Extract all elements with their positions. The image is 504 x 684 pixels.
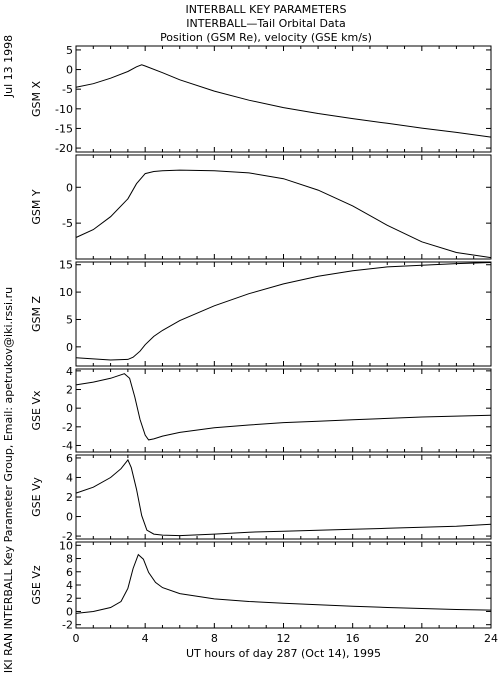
y-tick-label: 4 [66,471,73,484]
x-tick-label: 4 [142,632,149,645]
y-axis-label: GSM X [30,81,43,117]
x-tick-label: 20 [415,632,429,645]
y-tick-label: -20 [55,142,73,155]
panel-4: 4 2 0 -2 -4 GSE Vx [30,365,492,453]
x-tick-label: 0 [73,632,80,645]
title-line-2: INTERBALL—Tail Orbital Data [186,17,345,30]
y-tick-label: 0 [66,402,73,415]
plot-frame [75,45,492,153]
y-tick-label: 6 [66,566,73,579]
y-tick-label: 5 [66,313,73,326]
y-tick-label: 2 [66,592,73,605]
panel-5: 6 4 2 0 -2 GSE Vy [30,452,492,543]
y-tick-label: 4 [66,365,73,378]
y-tick-label: -10 [55,103,73,116]
credit-label: IKI RAN INTERBALL Key Parameter Group, E… [2,287,15,673]
y-tick-label: 2 [66,384,73,397]
x-axis-label: UT hours of day 287 (Oct 14), 1995 [186,647,381,660]
y-tick-label: 10 [59,539,73,552]
x-tick-label: 16 [346,632,360,645]
x-tick-label: 24 [484,632,498,645]
y-axis-label: GSE Vx [30,390,43,430]
x-tick-label: 8 [211,632,218,645]
y-tick-label: 6 [66,452,73,465]
panel-1: 5 0 -5 -10 -15 -20 GSM X [30,44,492,155]
y-tick-label: 0 [66,605,73,618]
y-tick-label: 5 [66,44,73,57]
y-axis-label: GSE Vy [30,477,43,517]
y-tick-label: 0 [66,511,73,524]
series-line [75,64,492,138]
y-axis-label: GSM Y [30,189,43,224]
y-tick-label: 0 [66,341,73,354]
y-tick-label: 8 [66,553,73,566]
panel-3: 15 10 5 0 GSM Z [30,259,492,367]
plot-frame [75,154,492,260]
series-line [75,553,492,614]
series-line [75,373,492,441]
panel-2: 0 -5 GSM Y [30,154,492,260]
y-tick-label: -15 [55,122,73,135]
y-tick-label: 2 [66,491,73,504]
y-tick-label: -4 [62,439,73,452]
series-line [75,458,492,537]
y-tick-label: 0 [66,64,73,77]
y-tick-label: 0 [66,181,73,194]
date-label: Jul 13 1998 [2,35,15,98]
y-tick-label: -5 [62,217,73,230]
y-tick-label: -2 [62,530,73,543]
y-tick-label: -2 [62,619,73,632]
y-axis-label: GSM Z [30,296,43,332]
x-tick-label: 12 [277,632,291,645]
plot-frame [75,261,492,367]
y-tick-label: -2 [62,421,73,434]
series-line [75,169,492,259]
title-line-1: INTERBALL KEY PARAMETERS [186,3,347,16]
y-tick-label: 4 [66,579,73,592]
y-tick-label: -5 [62,83,73,96]
series-line [75,262,492,361]
y-tick-label: 15 [59,259,73,272]
title-line-3: Position (GSM Re), velocity (GSE km/s) [160,31,372,44]
y-tick-label: 10 [59,286,73,299]
y-axis-label: GSE Vz [30,565,43,604]
